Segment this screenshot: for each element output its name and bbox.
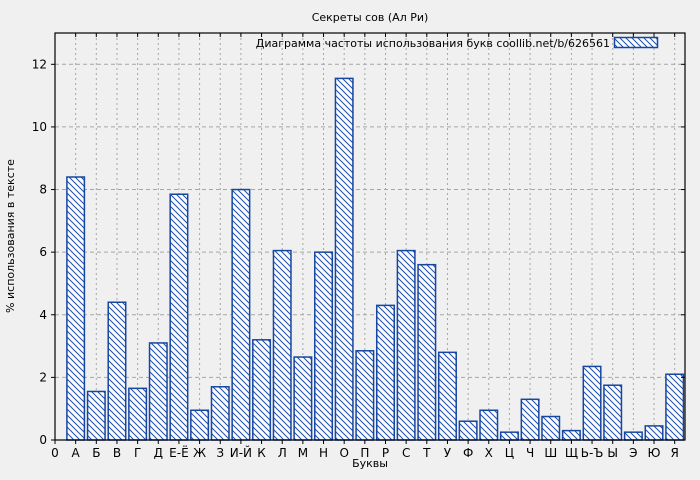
bar-С (396, 249, 416, 441)
bar-Б (86, 390, 106, 441)
x-tick-label: Л (278, 446, 287, 460)
legend-label: Диаграмма частоты использования букв coo… (256, 37, 610, 50)
x-tick-label: Ф (463, 446, 473, 460)
x-tick-label: Ь-Ъ (581, 446, 604, 460)
bar-Ж (190, 409, 210, 441)
bar-И-Й (231, 188, 251, 441)
x-tick-label: Ж (193, 446, 206, 460)
bar-Э (623, 431, 643, 441)
gridlines (55, 33, 685, 440)
x-tick-label: Т (422, 446, 431, 460)
x-tick-label: Н (319, 446, 328, 460)
bar-Г (128, 387, 148, 441)
x-tick-label: Б (92, 446, 100, 460)
y-tick-label: 10 (32, 120, 47, 134)
bar-К (252, 339, 272, 441)
bar-Щ (561, 429, 581, 441)
bar-З (210, 386, 230, 441)
x-tick-label: В (113, 446, 121, 460)
axis-ticks (51, 33, 685, 444)
x-tick-label: П (360, 446, 369, 460)
x-tick-label: Щ (565, 446, 578, 460)
bar-У (437, 351, 457, 441)
bar-Ц (499, 431, 519, 441)
bar-Ш (541, 415, 561, 441)
bar-Т (417, 263, 437, 441)
chart-title: Секреты сов (Ал Ри) (312, 11, 429, 24)
bar-Ч (520, 398, 540, 441)
x-tick-label: Ц (505, 446, 514, 460)
x-tick-label: Э (629, 446, 637, 460)
x-tick-label: М (298, 446, 308, 460)
bar-Ь-Ъ (582, 365, 602, 441)
y-tick-label: 0 (39, 433, 47, 447)
x-tick-label: Ю (648, 446, 661, 460)
bar-В (107, 301, 127, 441)
x-tick-label: К (257, 446, 266, 460)
y-tick-label: 12 (32, 57, 47, 71)
x-tick-label: А (72, 446, 81, 460)
x-tick-label: Е-Ё (169, 445, 189, 460)
bars (66, 77, 685, 441)
x-tick-label: О (339, 446, 348, 460)
x-tick-label: Ш (544, 446, 557, 460)
bar-А (66, 176, 86, 441)
x-tick-label: Ч (526, 446, 534, 460)
bar-О (334, 77, 354, 441)
x-tick-label: Я (671, 446, 679, 460)
x-tick-label: Г (134, 446, 141, 460)
bar-Е-Ё (169, 193, 189, 441)
bar-Д (148, 342, 168, 441)
plot-border (54, 32, 686, 441)
bar-П (355, 350, 375, 441)
x-tick-label: З (216, 446, 224, 460)
y-tick-label: 6 (39, 245, 47, 259)
x-tick-label: И-Й (230, 445, 252, 460)
bar-Р (375, 304, 395, 441)
bar-Н (314, 251, 334, 441)
y-tick-label: 2 (39, 370, 47, 384)
x-tick-label: Д (154, 446, 163, 460)
bar-Л (272, 249, 292, 441)
bar-Ы (603, 384, 623, 441)
bar-Ю (644, 425, 664, 441)
bar-М (293, 356, 313, 441)
legend-swatch-icon (613, 36, 659, 49)
bar-Х (479, 409, 499, 441)
x-tick-label: Ы (607, 446, 618, 460)
y-axis-label: % использования в тексте (4, 159, 17, 313)
x-tick-label: 0 (51, 446, 59, 460)
y-tick-label: 8 (39, 183, 47, 197)
x-tick-label: Р (382, 446, 389, 460)
x-axis-label: Буквы (352, 457, 388, 470)
bar-Ф (458, 420, 478, 441)
x-tick-label: Х (485, 446, 493, 460)
y-tick-label: 4 (39, 308, 47, 322)
x-tick-label: У (444, 446, 452, 460)
x-tick-label: С (402, 446, 410, 460)
bar-Я (665, 373, 685, 441)
